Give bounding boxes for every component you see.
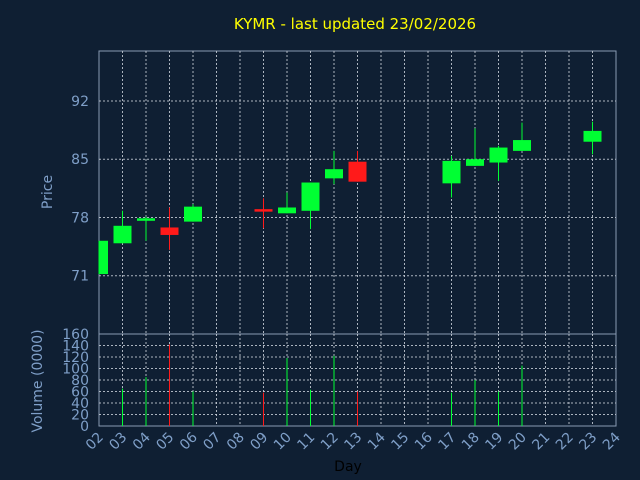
candle-body (442, 160, 461, 184)
candle-body (160, 227, 179, 235)
price-axis-label: Price (40, 175, 56, 209)
candle-body (301, 182, 320, 211)
x-tick-label: 03 (106, 430, 130, 454)
candle-body (466, 159, 484, 166)
candle-body (137, 218, 155, 221)
candle-body (513, 140, 531, 151)
x-tick-label: 04 (130, 429, 154, 453)
candle-body (348, 161, 367, 182)
x-tick-label: 23 (576, 430, 600, 454)
candle-body (325, 169, 343, 179)
x-tick-label: 16 (412, 429, 436, 453)
price-tick-label: 85 (71, 152, 89, 168)
price-tick-label: 78 (71, 210, 89, 226)
price-tick-label: 92 (71, 94, 89, 110)
volume-tick-label: 120 (62, 350, 89, 366)
candle-body (278, 207, 296, 214)
x-tick-label: 15 (388, 430, 412, 454)
x-tick-label: 22 (553, 430, 577, 454)
candle-body (489, 147, 508, 163)
x-tick-label: 09 (247, 430, 271, 454)
volume-tick-label: 80 (71, 373, 89, 389)
x-tick-label: 06 (177, 429, 201, 453)
price-panel: 71 78 85 92 (71, 50, 617, 335)
x-tick-label: 11 (294, 430, 318, 454)
x-tick-label: 24 (600, 429, 624, 453)
x-tick-label: 20 (506, 430, 530, 454)
x-tick-label: 18 (459, 430, 483, 454)
volume-tick-label: 20 (71, 408, 89, 424)
x-tick-label: 13 (341, 430, 365, 454)
volume-tick-label: 40 (71, 396, 89, 412)
price-grid (99, 51, 616, 334)
volume-axis-label: Volume (0000) (30, 329, 46, 432)
x-tick-label: 10 (271, 430, 295, 454)
volume-tick-label: 60 (71, 385, 89, 401)
candle-body (184, 206, 202, 222)
x-axis-label: Day (334, 459, 362, 475)
x-tick-label: 08 (224, 430, 248, 454)
volume-tick-label: 160 (62, 327, 89, 343)
candle-body (113, 225, 132, 244)
volume-tick-label: 0 (80, 419, 89, 435)
volume-tick-label: 100 (62, 362, 89, 378)
price-tick-label: 71 (71, 269, 89, 285)
chart-title: KYMR - last updated 23/02/2026 (234, 15, 476, 33)
x-tick-label: 19 (482, 430, 506, 454)
candle-body (583, 130, 602, 142)
candles (98, 121, 602, 275)
price-y-ticks: 71 78 85 92 (71, 94, 89, 285)
candle-body (254, 209, 273, 212)
x-tick-label: 14 (365, 429, 389, 453)
x-axis-ticks: 02 03 04 05 06 07 08 09 10 11 12 13 14 15 16 17 18 19 20 21… (83, 429, 624, 453)
volume-bars (122, 344, 523, 426)
x-tick-label: 17 (435, 430, 459, 454)
x-tick-label: 21 (529, 430, 553, 454)
candle-body (99, 240, 108, 275)
x-tick-label: 12 (318, 430, 342, 454)
x-tick-label: 05 (153, 430, 177, 454)
x-tick-label: 07 (200, 430, 224, 454)
volume-tick-label: 140 (62, 339, 89, 355)
